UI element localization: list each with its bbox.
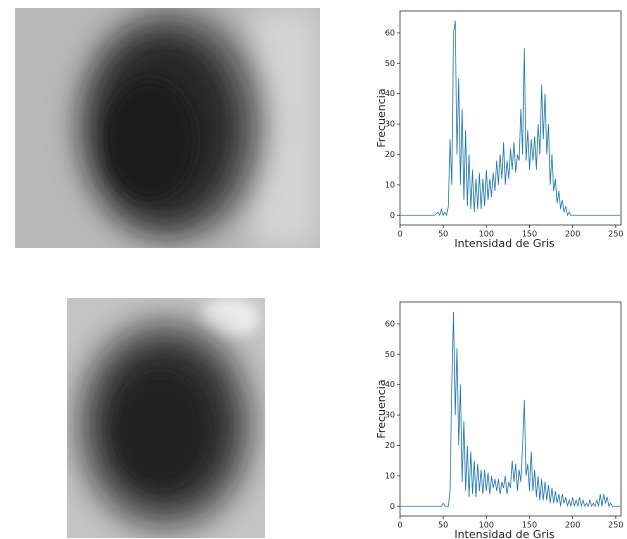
y-axis-label: Frecuencia [375, 379, 388, 438]
x-tick-label: 100 [479, 521, 494, 530]
y-tick-label: 10 [385, 180, 395, 189]
y-tick-label: 40 [385, 380, 395, 389]
y-tick-label: 0 [390, 211, 395, 220]
axes-frame [399, 10, 622, 226]
y-tick-label: 30 [385, 120, 395, 129]
y-tick-label: 40 [385, 89, 395, 98]
cell-image-2 [67, 298, 265, 538]
x-tick-label: 200 [565, 230, 580, 239]
axes-frame [399, 301, 622, 517]
histogram-line [400, 311, 621, 508]
y-tick-label: 60 [385, 319, 395, 328]
x-tick-label: 200 [565, 521, 580, 530]
y-tick-label: 20 [385, 441, 395, 450]
y-tick-label: 60 [385, 28, 395, 37]
x-tick-label: 250 [608, 521, 623, 530]
x-axis-label: Intensidad de Gris [454, 528, 555, 539]
x-tick-label: 0 [397, 230, 402, 239]
x-tick-label: 50 [438, 230, 448, 239]
y-axis-label: Frecuencia [375, 88, 388, 147]
histogram-line [400, 20, 621, 217]
x-tick-label: 150 [522, 521, 537, 530]
x-tick-label: 0 [397, 521, 402, 530]
y-tick-label: 0 [390, 502, 395, 511]
x-tick-label: 100 [479, 230, 494, 239]
y-tick-label: 50 [385, 350, 395, 359]
x-axis-label: Intensidad de Gris [454, 237, 555, 250]
y-tick-label: 10 [385, 471, 395, 480]
y-tick-label: 50 [385, 59, 395, 68]
cell-image-1 [15, 8, 320, 248]
x-tick-label: 250 [608, 230, 623, 239]
x-tick-label: 50 [438, 521, 448, 530]
y-tick-label: 20 [385, 150, 395, 159]
x-tick-label: 150 [522, 230, 537, 239]
y-tick-label: 30 [385, 411, 395, 420]
